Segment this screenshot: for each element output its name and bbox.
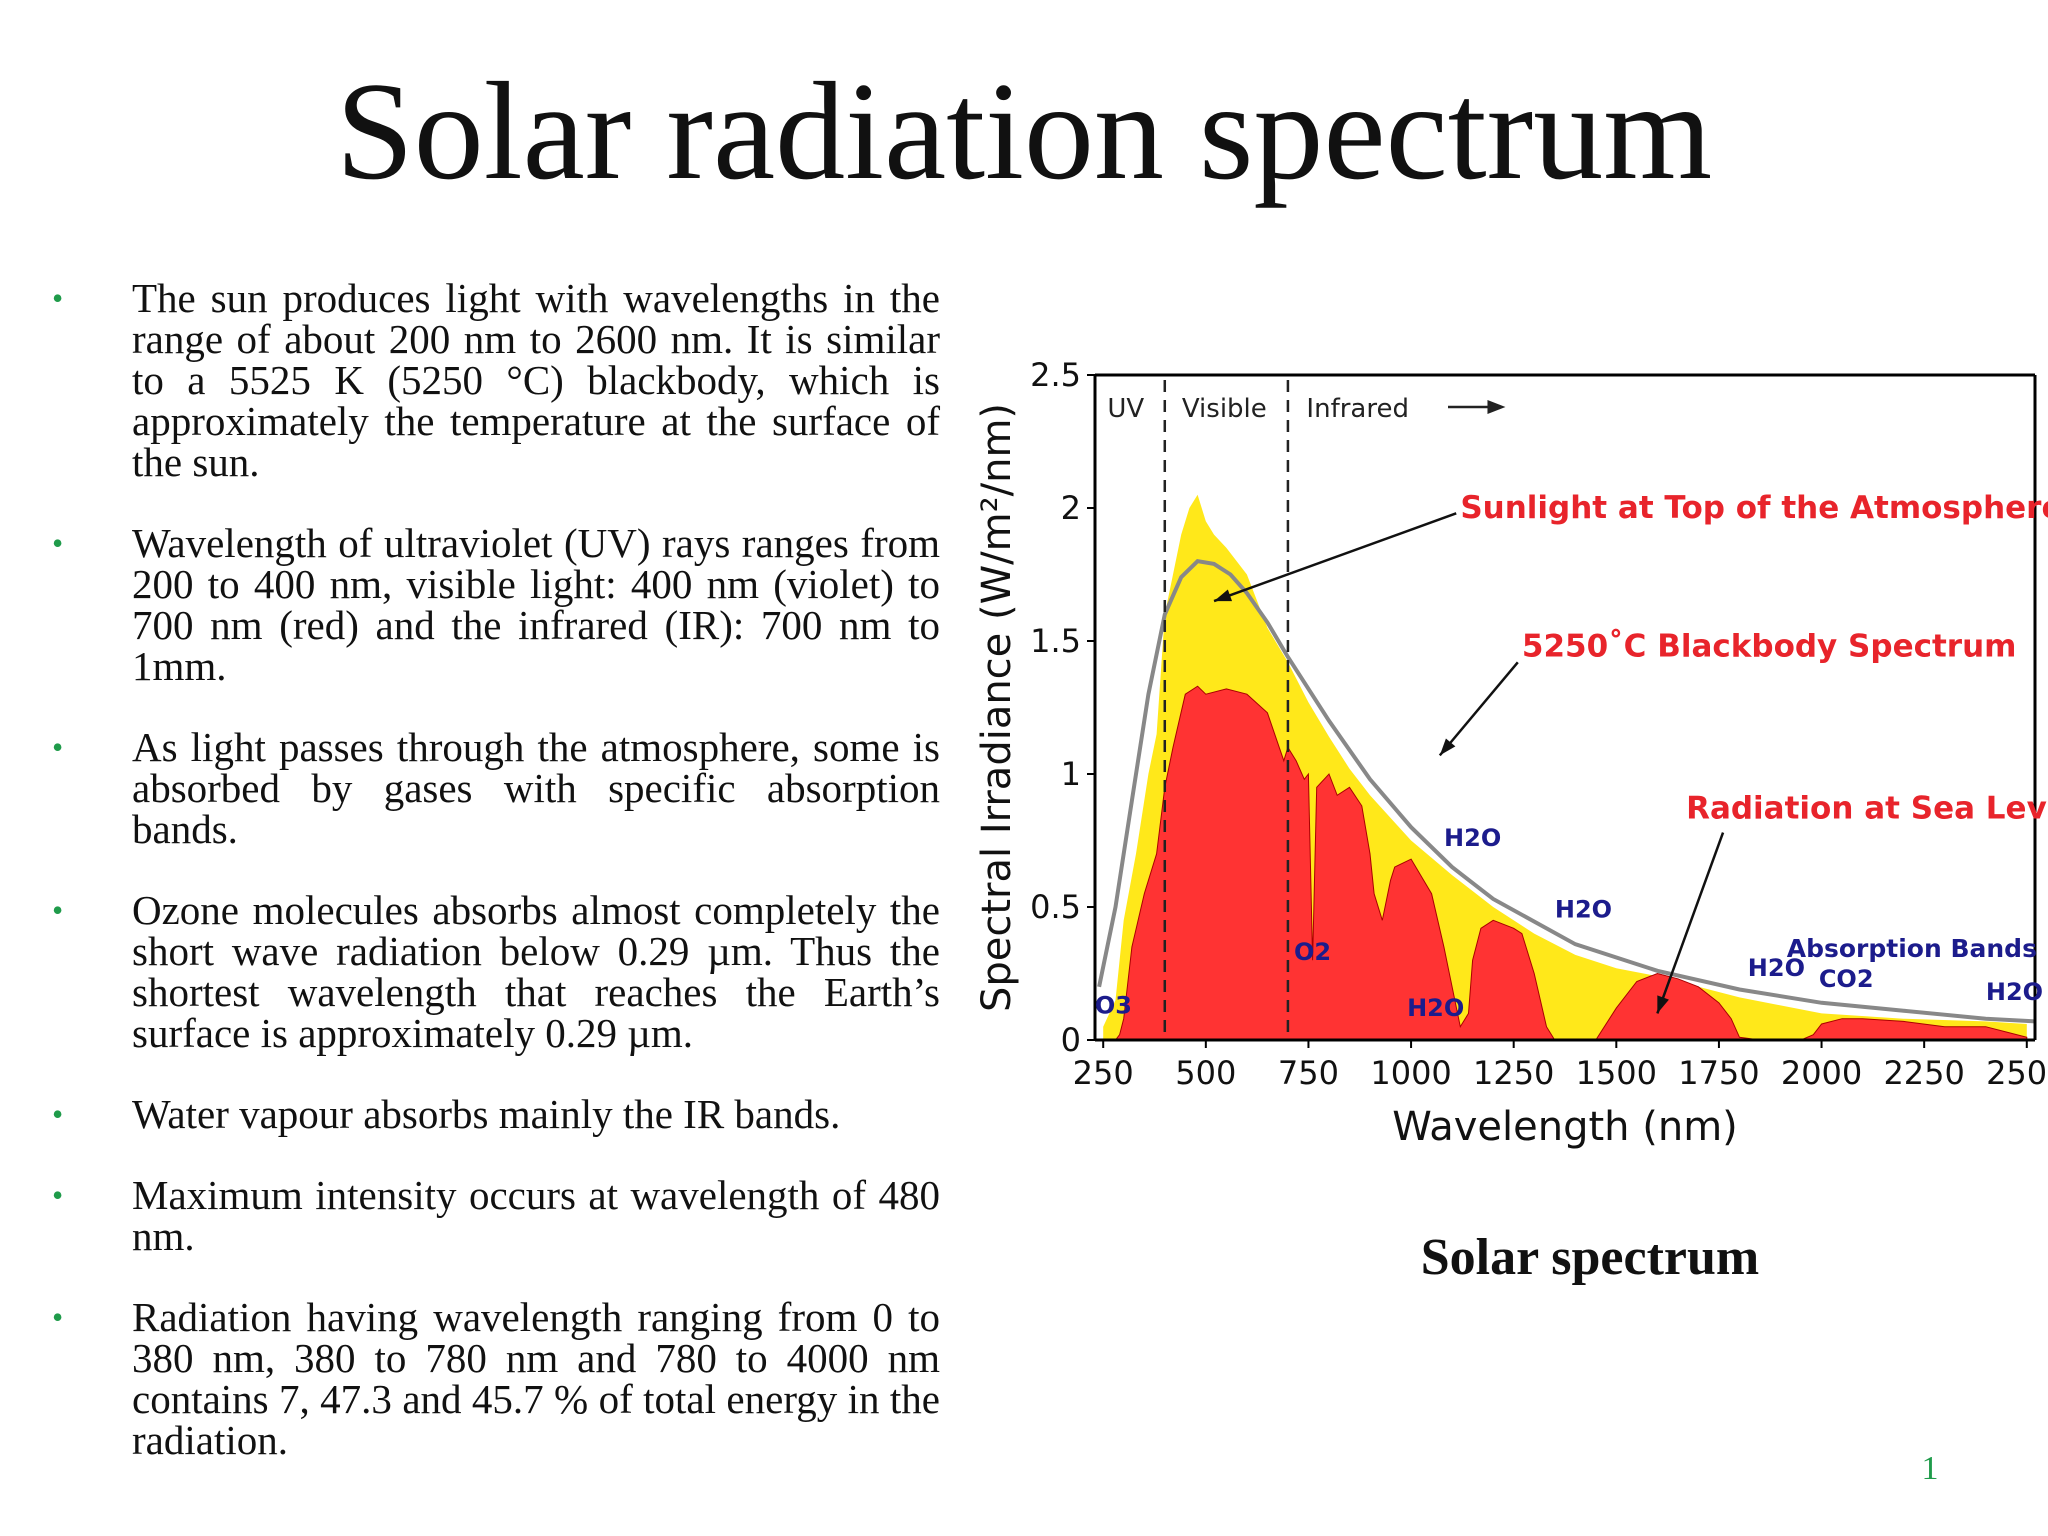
region-label-visible: Visible [1182,394,1267,424]
x-tick-label: 1500 [1576,1054,1657,1092]
x-tick-label: 1750 [1678,1054,1759,1092]
x-tick-label: 2000 [1781,1054,1862,1092]
bullet-dot: • [52,1177,64,1213]
leader-arrow-blackbody-head [1439,738,1456,756]
absorption-label-h2o: H2O [1986,978,2043,1006]
bullet-dot: • [52,280,64,316]
bullet-text: Radiation having wavelength ranging from… [132,1294,940,1463]
series-blackbody-line [1097,559,2036,1024]
leader-arrow-sea-level-head [1657,995,1669,1014]
x-tick-label: 250 [1073,1054,1134,1092]
bullet-text: Maximum intensity occurs at wavelength o… [132,1172,940,1259]
x-axis-label: Wavelength (nm) [1392,1104,1738,1150]
bullet-dot: • [52,729,64,765]
leader-arrow-sea-level [1656,832,1725,1014]
x-tick-label: 1250 [1473,1054,1554,1092]
bullet-dot: • [52,892,64,928]
page-number: 1 [1921,1450,1939,1487]
bullet-dot: • [52,1299,64,1335]
absorption-label-h2o: H2O [1407,994,1464,1022]
bullet-item: • Water vapour absorbs mainly the IR band… [50,1094,940,1135]
annotation-absorption-bands: Absorption Bands [1787,934,2037,963]
absorption-label-o2: O2 [1294,938,1331,966]
y-tick-label: 2 [1061,489,1081,527]
region-label-infrared: Infrared [1306,394,1409,424]
y-tick-label: 0 [1061,1021,1081,1059]
y-tick-label: 0.5 [1030,888,1081,926]
bullet-item: • Ozone molecules absorbs almost complete… [50,890,940,1054]
bullet-item: • The sun produces light with wavelengths… [50,278,940,483]
bullet-list: • The sun produces light with wavelengths… [50,278,940,1501]
bullet-text: Water vapour absorbs mainly the IR bands… [132,1091,841,1137]
bullet-item: • Maximum intensity occurs at wavelength … [50,1175,940,1257]
bullet-item: • Wavelength of ultraviolet (UV) rays ran… [50,523,940,687]
absorption-label-h2o: H2O [1444,824,1501,852]
leader-arrow-blackbody [1438,661,1519,757]
chart-caption: Solar spectrum [1420,1229,1760,1286]
y-tick-label: 2.5 [1030,356,1081,394]
x-tick-label: 1000 [1370,1054,1451,1092]
solar-spectrum-chart: UV Visible Infrared 250 500 750 1000 1250 1500 17… [965,340,2048,1170]
chart-svg: UV Visible Infrared 250 500 750 1000 1250 1500 17… [974,356,2048,1150]
bullet-dot: • [52,1096,64,1132]
absorption-label-h2o: H2O [1555,896,1612,924]
bullet-item: • Radiation having wavelength ranging fro… [50,1297,940,1461]
leader-arrow-top-of-atmosphere [1213,512,1457,603]
y-axis-label: Spectral Irradiance (W/m²/nm) [974,403,1020,1012]
y-tick-label: 1 [1061,755,1081,793]
absorption-label-h2o: H2O [1748,954,1805,982]
annotation-top-of-atmosphere: Sunlight at Top of the Atmosphere [1460,490,2048,526]
leader-arrow-top-of-atmosphere-head [1214,589,1233,602]
infrared-arrow-head [1487,400,1506,414]
bullet-text: Ozone molecules absorbs almost completel… [132,887,940,1056]
bullet-text: As light passes through the atmosphere, … [132,724,940,852]
bullet-text: The sun produces light with wavelengths … [132,275,940,485]
annotation-sea-level: Radiation at Sea Level [1686,791,2048,827]
annotation-blackbody: 5250˚C Blackbody Spectrum [1522,628,2017,664]
x-tick-label: 500 [1175,1054,1236,1092]
bullet-item: • As light passes through the atmosphere,… [50,727,940,850]
region-label-uv: UV [1107,394,1144,424]
y-tick-label: 1.5 [1030,622,1081,660]
absorption-label-co2: CO2 [1819,965,1874,993]
x-tick-label: 2250 [1883,1054,1964,1092]
absorption-label-o3: O3 [1095,991,1132,1019]
slide-title: Solar radiation spectrum [335,54,1713,209]
x-tick-label: 750 [1278,1054,1339,1092]
bullet-text: Wavelength of ultraviolet (UV) rays rang… [132,520,940,689]
bullet-dot: • [52,525,64,561]
